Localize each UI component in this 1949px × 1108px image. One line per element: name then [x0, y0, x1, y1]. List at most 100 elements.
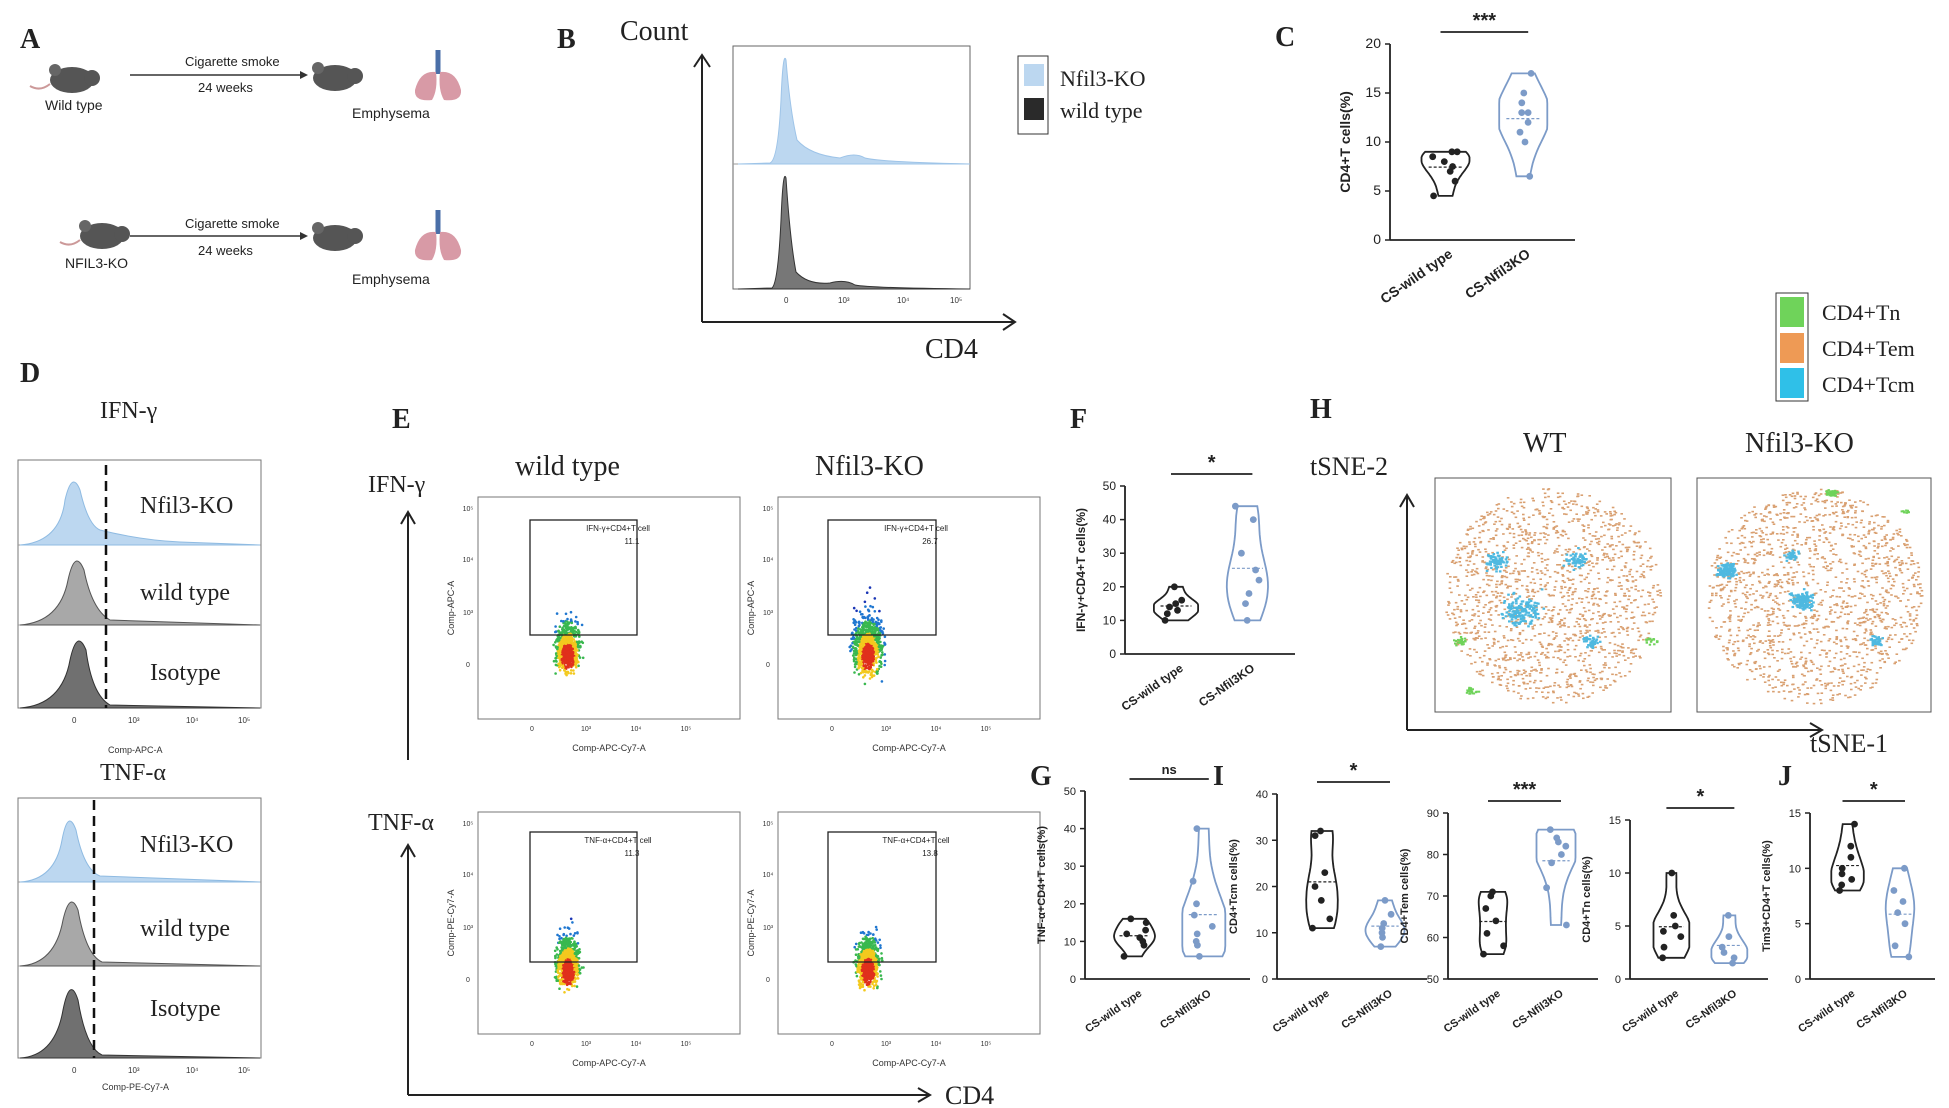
tem-dot	[1632, 656, 1635, 658]
tem-dot	[1564, 548, 1568, 551]
tem-dot	[1587, 526, 1590, 529]
x-axis-label: Comp-APC-Cy7-A	[872, 1058, 946, 1068]
tem-dot	[1458, 594, 1461, 596]
tem-dot	[1567, 595, 1571, 597]
tem-dot	[1553, 682, 1557, 684]
event-dot	[567, 973, 570, 976]
tem-dot	[1453, 617, 1457, 619]
tem-dot	[1594, 630, 1597, 632]
event-dot	[853, 665, 857, 669]
tem-dot	[1518, 633, 1522, 636]
tem-dot	[1553, 586, 1557, 588]
tem-dot	[1518, 658, 1521, 660]
tem-dot	[1465, 559, 1468, 562]
tem-dot	[1591, 562, 1594, 564]
event-dot	[852, 618, 855, 621]
tem-dot	[1481, 556, 1485, 558]
event-dot	[859, 972, 863, 975]
event-dot	[866, 972, 869, 976]
tem-dot	[1518, 540, 1522, 542]
tem-dot	[1632, 622, 1636, 624]
tem-dot	[1481, 660, 1484, 663]
tem-dot	[1534, 679, 1537, 682]
tem-dot	[1542, 532, 1546, 534]
x-tick: 10⁵	[981, 1041, 992, 1048]
event-dot	[866, 951, 870, 954]
tem-dot	[1516, 673, 1520, 676]
tem-dot	[1539, 583, 1543, 586]
panel-label-d: D	[20, 358, 40, 389]
tem-dot	[1593, 679, 1597, 682]
event-dot	[871, 647, 875, 650]
tem-dot	[1470, 571, 1473, 573]
event-dot	[880, 662, 883, 666]
event-dot	[856, 657, 860, 660]
tem-dot	[1489, 614, 1493, 616]
tem-dot	[1538, 510, 1541, 512]
tem-dot	[1504, 659, 1508, 662]
tem-dot	[1514, 674, 1518, 677]
event-dot	[850, 648, 853, 651]
event-dot	[572, 635, 576, 638]
event-dot	[875, 667, 879, 671]
tem-dot	[1568, 571, 1572, 573]
tem-dot	[1535, 687, 1538, 689]
event-dot	[570, 951, 573, 955]
event-dot	[565, 636, 569, 640]
tem-dot	[1624, 532, 1627, 534]
tem-dot	[1527, 651, 1531, 654]
tem-dot	[1589, 681, 1592, 683]
tem-dot	[1524, 622, 1528, 625]
event-dot	[871, 956, 875, 960]
tem-dot	[1509, 670, 1512, 673]
event-dot	[577, 957, 581, 960]
event-dot	[865, 936, 868, 940]
tem-dot	[1544, 612, 1548, 615]
tem-dot	[1500, 675, 1503, 677]
tem-dot	[1475, 599, 1478, 601]
tem-dot	[1494, 605, 1498, 608]
tem-dot	[1567, 589, 1571, 591]
tem-dot	[1511, 528, 1515, 530]
x-tick: 10³	[128, 716, 140, 725]
x-tick: 10³	[581, 1041, 592, 1048]
tem-dot	[1563, 659, 1567, 661]
event-dot	[858, 941, 861, 945]
tem-dot	[1522, 519, 1526, 521]
legend-swatch-wt	[1024, 98, 1044, 120]
tem-dot	[1571, 591, 1575, 593]
tem-dot	[1518, 632, 1522, 634]
tnf-title: TNF-α	[100, 760, 166, 786]
event-dot	[855, 974, 859, 978]
tem-dot	[1482, 612, 1485, 614]
tem-dot	[1613, 635, 1617, 638]
tem-dot	[1592, 612, 1595, 615]
tem-dot	[1605, 513, 1608, 515]
event-dot	[876, 941, 880, 944]
event-dot	[880, 977, 883, 981]
legend-swatch-tem	[1780, 333, 1804, 363]
event-dot	[867, 638, 871, 642]
tem-dot	[1633, 541, 1637, 544]
x-tick: 10⁴	[631, 726, 642, 733]
tem-dot	[1625, 604, 1629, 607]
tem-dot	[1484, 550, 1488, 553]
tem-dot	[1547, 644, 1550, 647]
tem-dot	[1468, 543, 1472, 545]
tem-dot	[1614, 673, 1618, 676]
tem-dot	[1552, 606, 1556, 608]
event-dot	[859, 671, 863, 675]
tem-dot	[1489, 538, 1493, 540]
tem-dot	[1610, 537, 1614, 540]
tem-dot	[1620, 555, 1623, 558]
event-dot	[861, 615, 864, 619]
tem-dot	[1537, 538, 1540, 541]
tem-dot	[1487, 631, 1491, 633]
tem-dot	[1639, 634, 1643, 636]
tem-dot	[1477, 525, 1481, 527]
duration-label: 24 weeks	[198, 80, 253, 95]
tem-dot	[1590, 540, 1593, 543]
tem-dot	[1639, 575, 1642, 578]
event-dot	[560, 969, 563, 972]
tem-dot	[1460, 548, 1464, 551]
